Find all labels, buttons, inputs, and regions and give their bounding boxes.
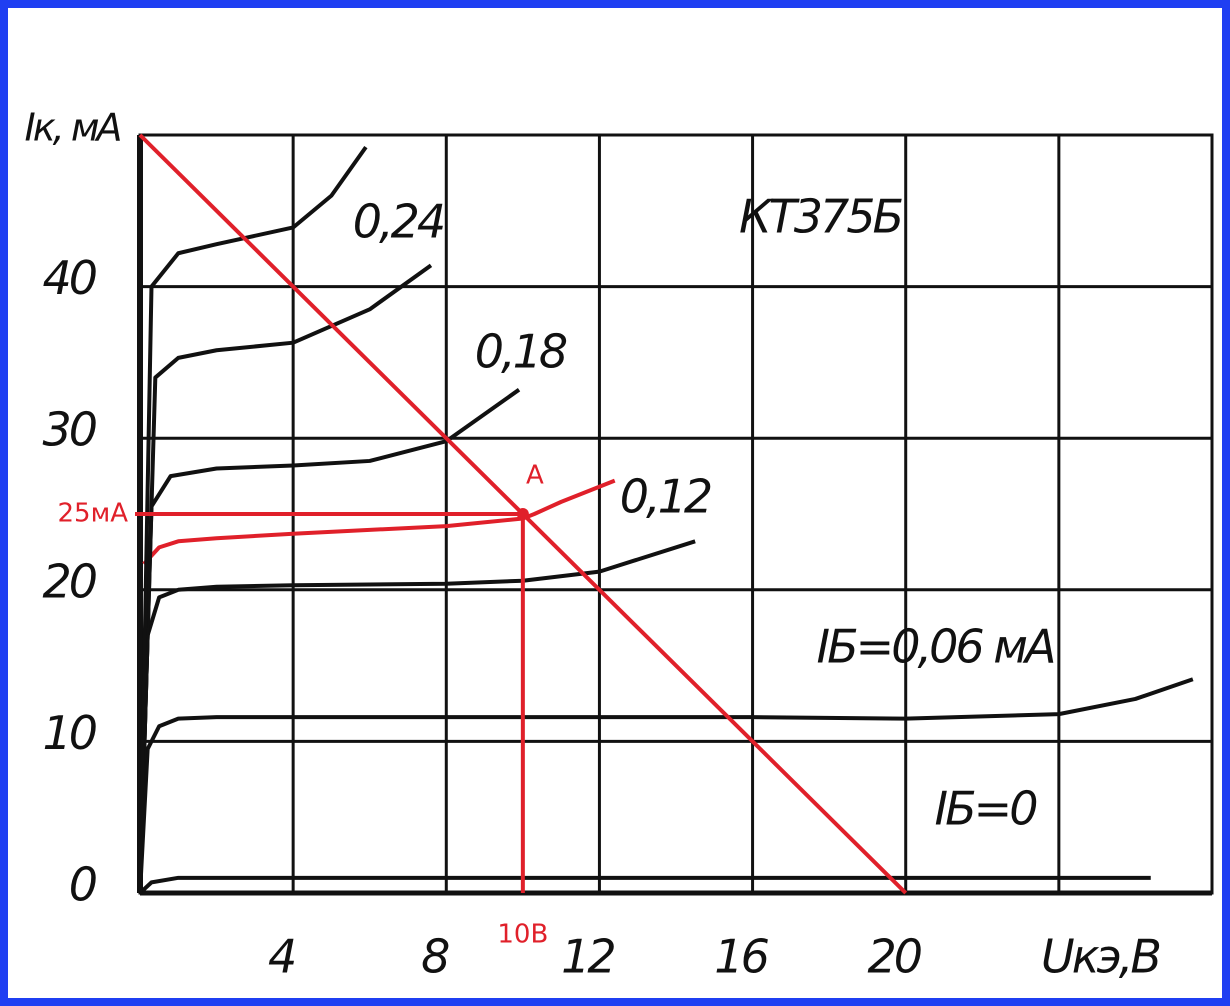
point-x-label: 10B (497, 920, 548, 950)
x-tick-label: 20 (867, 930, 920, 984)
series-label: 0,24 (353, 195, 443, 249)
series-label: IБ=0,06 мА (817, 620, 1054, 674)
y-axis-label: Iк, мА (25, 106, 121, 150)
series-line (138, 539, 696, 894)
x-tick-label: 4 (268, 930, 294, 984)
y-tick-label: 0 (69, 858, 96, 912)
x-axis-label: Uкэ,B (1041, 930, 1159, 984)
series-label: IБ=0 (935, 782, 1037, 836)
series-line (138, 677, 1194, 894)
y-tick-label: 30 (42, 403, 95, 457)
chart-title: КТ375Б (739, 190, 903, 244)
series-label: 0,18 (475, 325, 567, 379)
y-tick-label: 20 (42, 554, 95, 608)
series-line (138, 875, 1151, 895)
x-tick-label: 16 (714, 930, 768, 984)
series-line (142, 478, 616, 566)
point-label: A (526, 461, 544, 491)
x-tick-label: 12 (561, 930, 614, 984)
x-tick-label: 8 (421, 930, 449, 984)
series-line (138, 388, 521, 894)
series-label: 0,12 (620, 470, 711, 524)
y-tick-label: 40 (42, 251, 95, 305)
series-line (138, 263, 433, 894)
y-tick-label: 10 (42, 706, 95, 760)
operating-point (516, 508, 529, 520)
point-y-label: 25мА (58, 499, 129, 529)
series-line (138, 145, 368, 894)
